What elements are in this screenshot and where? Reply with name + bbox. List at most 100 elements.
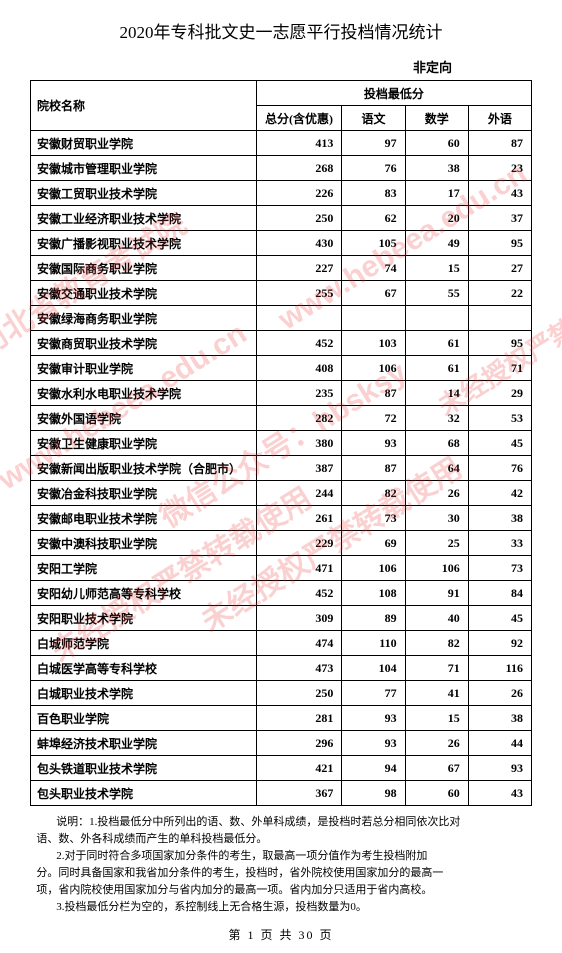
cell-school: 安徽工贸职业技术学院: [31, 181, 257, 206]
cell-school: 安徽绿海商务职业学院: [31, 306, 257, 331]
cell-ch: 106: [342, 556, 405, 581]
table-row: 安徽国际商务职业学院227741527: [31, 256, 532, 281]
cell-total: 250: [256, 206, 342, 231]
cell-ma: 82: [405, 631, 468, 656]
cell-fo: 73: [468, 556, 531, 581]
notes-line: 3.投档最低分栏为空的，系控制线上无合格生源，投档数量为0。: [32, 899, 530, 916]
table-row: 安徽广播影视职业技术学院4301054995: [31, 231, 532, 256]
table-row: 蚌埠经济技术职业学院296932644: [31, 731, 532, 756]
data-table: 院校名称 投档最低分 总分(含优惠) 语文 数学 外语 安徽财贸职业学院4139…: [30, 80, 532, 806]
table-row: 安徽外国语学院282723253: [31, 406, 532, 431]
notes-line: 分。同时具备国家和我省加分条件的考生，投档时，省外院校使用国家加分的最高一: [32, 865, 530, 882]
cell-school: 安徽商贸职业技术学院: [31, 331, 257, 356]
cell-fo: 87: [468, 131, 531, 156]
cell-fo: 42: [468, 481, 531, 506]
cell-ch: 62: [342, 206, 405, 231]
cell-fo: 27: [468, 256, 531, 281]
cell-ch: 93: [342, 731, 405, 756]
cell-school: 白城师范学院: [31, 631, 257, 656]
page-container: 2020年专科批文史一志愿平行投档情况统计 非定向 院校名称 投档最低分 总分(…: [0, 0, 562, 953]
cell-ch: 82: [342, 481, 405, 506]
cell-fo: 29: [468, 381, 531, 406]
cell-ch: 103: [342, 331, 405, 356]
cell-ch: 106: [342, 356, 405, 381]
table-row: 安徽冶金科技职业学院244822642: [31, 481, 532, 506]
cell-fo: 92: [468, 631, 531, 656]
cell-fo: 38: [468, 706, 531, 731]
cell-ma: 55: [405, 281, 468, 306]
cell-ma: 71: [405, 656, 468, 681]
cell-school: 安徽水利水电职业技术学院: [31, 381, 257, 406]
cell-ch: 73: [342, 506, 405, 531]
col-school: 院校名称: [31, 81, 257, 131]
cell-total: 227: [256, 256, 342, 281]
cell-ma: 40: [405, 606, 468, 631]
notes-block: 说明：1.投档最低分中所列出的语、数、外单科成绩，是投档时若总分相同依次比对 语…: [30, 814, 532, 916]
footer-suffix: 页: [320, 928, 334, 942]
table-row: 安徽交通职业技术学院255675522: [31, 281, 532, 306]
cell-fo: [468, 306, 531, 331]
cell-ma: 49: [405, 231, 468, 256]
cell-fo: 76: [468, 456, 531, 481]
cell-school: 安徽冶金科技职业学院: [31, 481, 257, 506]
cell-ch: 105: [342, 231, 405, 256]
col-chinese: 语文: [342, 106, 405, 131]
cell-ma: 60: [405, 781, 468, 806]
col-score-group: 投档最低分: [256, 81, 531, 106]
table-row: 安徽城市管理职业学院268763823: [31, 156, 532, 181]
table-row: 百色职业学院281931538: [31, 706, 532, 731]
cell-ma: 67: [405, 756, 468, 781]
notes-line: 2.对于同时符合多项国家加分条件的考生，取最高一项分值作为考生投档附加: [32, 848, 530, 865]
cell-fo: 93: [468, 756, 531, 781]
cell-fo: 95: [468, 331, 531, 356]
table-row: 安徽水利水电职业技术学院235871429: [31, 381, 532, 406]
cell-school: 蚌埠经济技术职业学院: [31, 731, 257, 756]
cell-ma: 91: [405, 581, 468, 606]
cell-total: 408: [256, 356, 342, 381]
table-row: 白城医学高等专科学校47310471116: [31, 656, 532, 681]
cell-ma: 15: [405, 706, 468, 731]
cell-ma: 64: [405, 456, 468, 481]
cell-ch: 93: [342, 706, 405, 731]
cell-school: 安阳工学院: [31, 556, 257, 581]
col-total: 总分(含优惠): [256, 106, 342, 131]
cell-total: 421: [256, 756, 342, 781]
cell-ch: 98: [342, 781, 405, 806]
cell-ch: 110: [342, 631, 405, 656]
cell-school: 安徽财贸职业学院: [31, 131, 257, 156]
page-subtitle: 非定向: [30, 57, 532, 76]
cell-total: 244: [256, 481, 342, 506]
cell-ma: 14: [405, 381, 468, 406]
cell-school: 安徽国际商务职业学院: [31, 256, 257, 281]
cell-ma: 60: [405, 131, 468, 156]
cell-ma: 68: [405, 431, 468, 456]
cell-school: 安徽卫生健康职业学院: [31, 431, 257, 456]
cell-ma: 61: [405, 356, 468, 381]
cell-ma: 32: [405, 406, 468, 431]
cell-total: 296: [256, 731, 342, 756]
cell-ch: 108: [342, 581, 405, 606]
cell-total: 452: [256, 331, 342, 356]
footer-prefix: 第: [228, 928, 242, 942]
page-footer: 第 1 页 共 30 页: [30, 926, 532, 943]
cell-ch: 93: [342, 431, 405, 456]
cell-fo: 23: [468, 156, 531, 181]
cell-fo: 95: [468, 231, 531, 256]
table-row: 安徽新闻出版职业技术学院（合肥市）387876476: [31, 456, 532, 481]
cell-total: 452: [256, 581, 342, 606]
cell-fo: 37: [468, 206, 531, 231]
cell-fo: 84: [468, 581, 531, 606]
footer-total: 30: [299, 928, 315, 942]
cell-ma: 26: [405, 481, 468, 506]
cell-school: 安徽邮电职业技术学院: [31, 506, 257, 531]
table-row: 安徽商贸职业技术学院4521036195: [31, 331, 532, 356]
cell-total: 255: [256, 281, 342, 306]
table-row: 安徽财贸职业学院413976087: [31, 131, 532, 156]
table-row: 包头职业技术学院367986043: [31, 781, 532, 806]
cell-school: 安阳幼儿师范高等专科学校: [31, 581, 257, 606]
cell-ma: 41: [405, 681, 468, 706]
table-header: 院校名称 投档最低分 总分(含优惠) 语文 数学 外语: [31, 81, 532, 131]
cell-total: 226: [256, 181, 342, 206]
col-foreign: 外语: [468, 106, 531, 131]
cell-ma: 15: [405, 256, 468, 281]
